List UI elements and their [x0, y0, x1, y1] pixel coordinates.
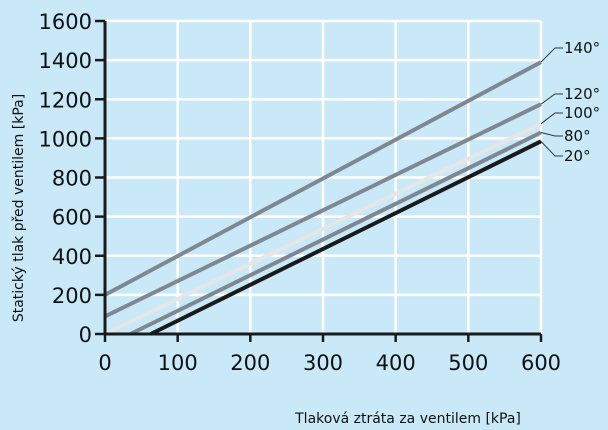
y-tick-label: 0 [79, 323, 92, 347]
y-axis-label: Statický tlak před ventilem [kPa] [11, 94, 27, 322]
series-line [149, 139, 542, 336]
x-tick-label: 200 [230, 351, 270, 375]
series-line [104, 121, 542, 336]
series-leader-line [540, 132, 563, 137]
x-tick-label: 0 [98, 351, 111, 375]
y-tick-label: 1000 [39, 127, 92, 151]
x-tick-label: 100 [158, 351, 198, 375]
series-label: 120° [564, 85, 600, 103]
x-tick-label: 600 [521, 351, 561, 375]
x-tick-label: 300 [303, 351, 343, 375]
x-tick-label: 400 [376, 351, 416, 375]
series-leader-line [540, 47, 563, 63]
x-tick-label: 500 [448, 351, 488, 375]
y-tick-label: 1200 [39, 88, 92, 112]
y-tick-label: 600 [52, 206, 92, 230]
series-label: 80° [564, 127, 591, 145]
series-leader-line [540, 112, 563, 125]
series-label: 20° [564, 147, 591, 165]
y-tick-label: 1400 [39, 49, 92, 73]
series-leader-line [540, 140, 563, 157]
series-layer [104, 60, 542, 336]
series-label: 140° [564, 39, 600, 57]
series-line [129, 130, 542, 336]
series-leader-line [540, 93, 563, 105]
y-tick-label: 200 [52, 284, 92, 308]
y-tick-label: 1600 [39, 10, 92, 34]
y-tick-label: 800 [52, 167, 92, 191]
y-tick-label: 400 [52, 245, 92, 269]
series-line [104, 60, 542, 297]
series-labels: 140° 120°100° 80° 20° [540, 39, 600, 165]
series-line [104, 102, 542, 319]
series-label: 100° [564, 104, 600, 122]
x-axis-label: Tlaková ztráta za ventilem [kPa] [294, 411, 521, 427]
axes [95, 19, 543, 342]
tick-labels: 0 100 200 300 400 500 600 0 200 400 600 800 1000 1200… [39, 10, 562, 375]
